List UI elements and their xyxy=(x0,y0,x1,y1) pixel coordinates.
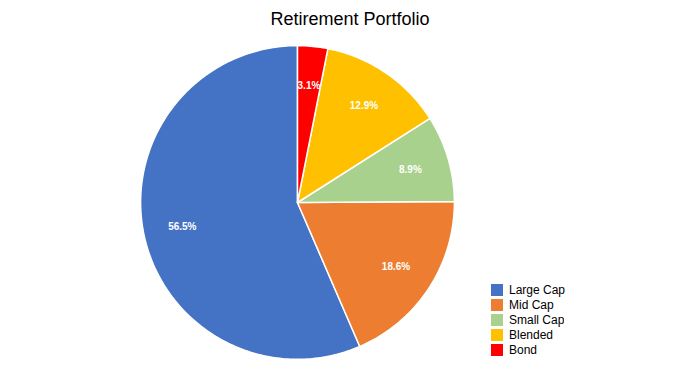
html-text:Retirement Portfolio: Retirement Portfolio xyxy=(270,9,430,29)
svg-text:8.9%: 8.9% xyxy=(399,164,422,175)
svg-text:12.9%: 12.9% xyxy=(350,100,378,111)
svg-text:3.1%: 3.1% xyxy=(298,80,321,91)
html-text:Small Cap: Small Cap xyxy=(509,313,565,327)
html-text:Mid Cap: Mid Cap xyxy=(509,298,554,312)
svg-text:56.5%: 56.5% xyxy=(168,221,196,232)
html-text:Large Cap: Large Cap xyxy=(509,283,565,297)
svg-text:18.6%: 18.6% xyxy=(382,261,410,272)
html-text:Bond: Bond xyxy=(509,343,537,357)
html-text:Blended: Blended xyxy=(509,328,553,342)
